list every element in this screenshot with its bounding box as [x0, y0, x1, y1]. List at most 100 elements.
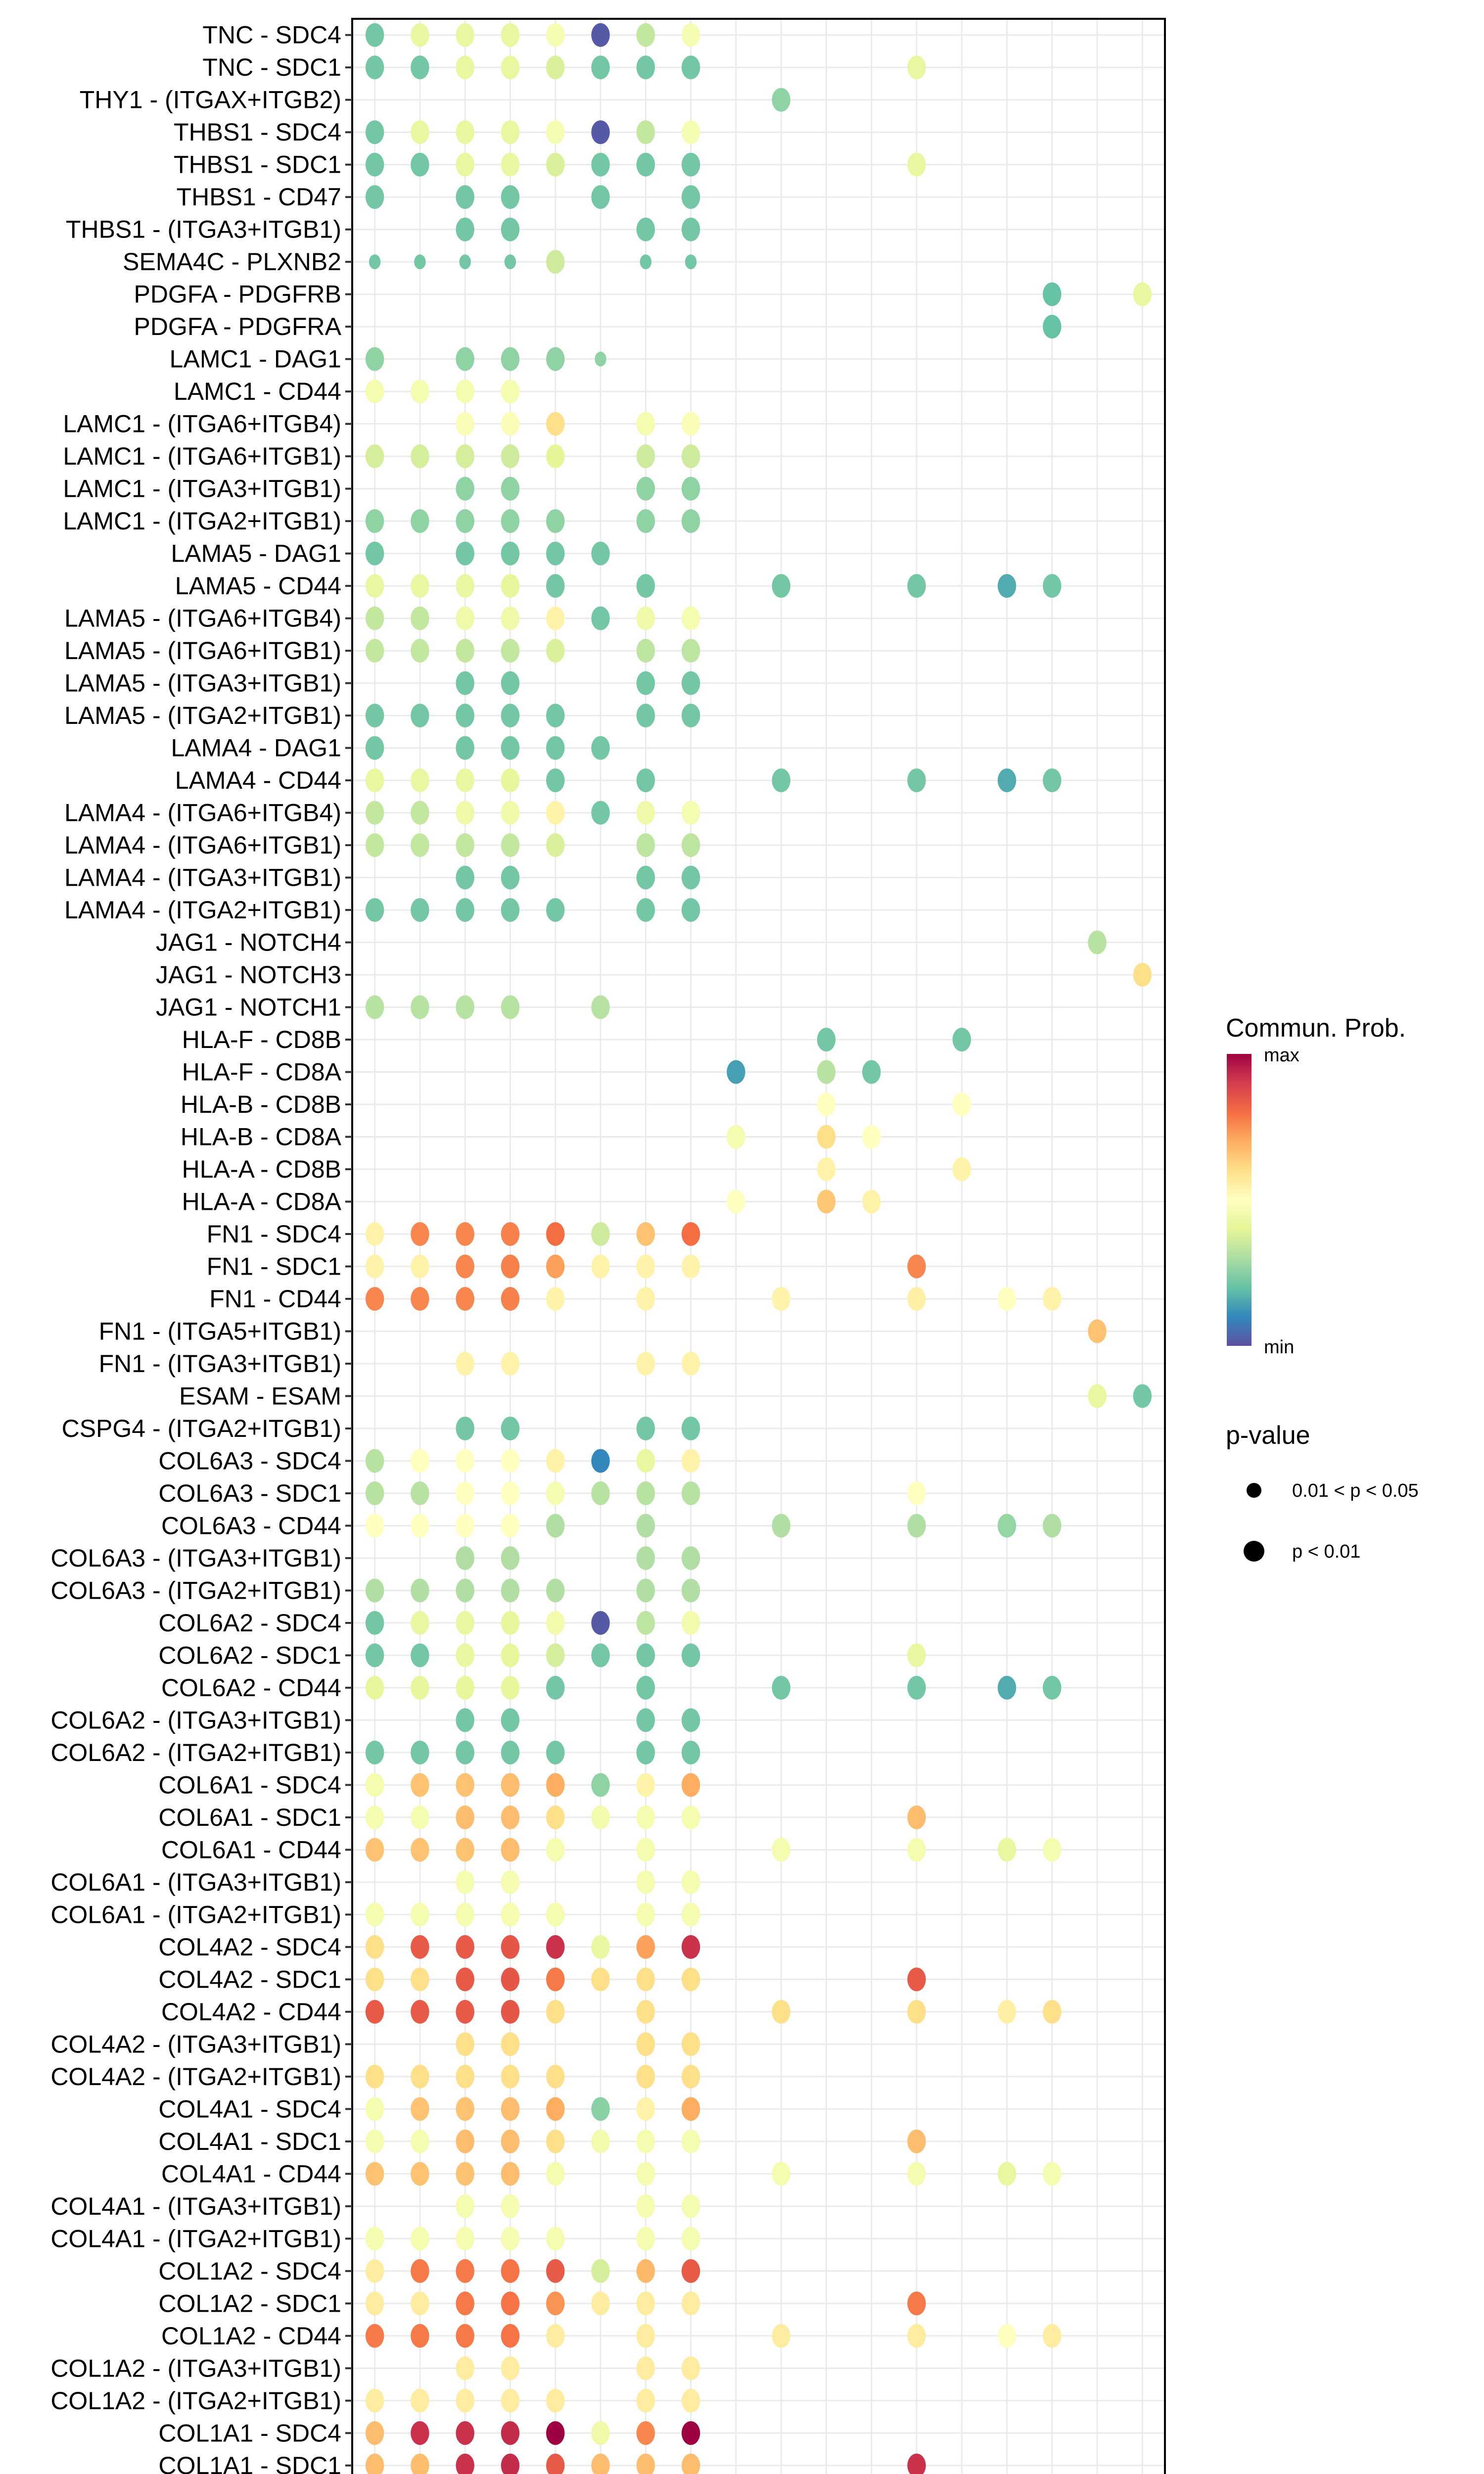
data-point: [365, 736, 384, 760]
y-tick-label: LAMA4 - (ITGA6+ITGB4): [64, 799, 341, 827]
data-point: [681, 833, 700, 857]
data-point: [456, 152, 474, 177]
data-point: [636, 1643, 655, 1667]
data-point: [681, 476, 700, 501]
data-point: [501, 120, 520, 144]
y-tick-label: LAMA4 - DAG1: [171, 734, 341, 762]
data-point: [501, 1903, 520, 1927]
data-point: [411, 1578, 429, 1603]
data-point: [907, 1481, 926, 1505]
data-point: [907, 1254, 926, 1279]
data-point: [907, 2291, 926, 2316]
data-point: [501, 606, 520, 630]
data-point: [411, 1999, 429, 2024]
color-legend: Commun. Prob. max min: [1226, 1014, 1406, 1358]
data-point: [546, 833, 565, 857]
data-point: [636, 671, 655, 695]
y-tick-label: COL4A1 - SDC4: [158, 2095, 341, 2123]
data-point: [997, 574, 1017, 598]
data-point: [411, 2129, 429, 2153]
data-point: [501, 1675, 520, 1700]
data-point: [456, 606, 474, 630]
y-tick-label: ESAM - ESAM: [179, 1382, 341, 1410]
y-tick-label: LAMA5 - DAG1: [171, 540, 341, 568]
y-tick-label: LAMA5 - CD44: [175, 572, 341, 600]
data-point: [591, 2421, 610, 2445]
data-point: [1043, 1675, 1062, 1700]
data-point: [365, 2453, 384, 2474]
data-point: [591, 23, 610, 47]
data-point: [685, 254, 697, 270]
data-point: [456, 2097, 474, 2121]
data-point: [681, 2129, 700, 2153]
data-point: [636, 1838, 655, 1862]
data-point: [365, 23, 384, 47]
data-point: [862, 1189, 881, 1214]
data-point: [456, 2194, 474, 2218]
data-point: [907, 1999, 926, 2024]
data-point: [456, 1740, 474, 1764]
data-point: [501, 1546, 520, 1570]
data-point: [1043, 574, 1062, 598]
y-tick-label: CSPG4 - (ITGA2+ITGB1): [62, 1415, 341, 1442]
data-point: [365, 1578, 384, 1603]
data-point: [501, 1578, 520, 1603]
data-point: [997, 768, 1017, 793]
data-point: [501, 2453, 520, 2474]
data-point: [636, 1870, 655, 1894]
data-point: [636, 1805, 655, 1829]
data-point: [501, 444, 520, 469]
data-point: [681, 412, 700, 436]
data-point: [546, 444, 565, 469]
data-point: [546, 2227, 565, 2251]
data-point: [907, 2129, 926, 2153]
data-point: [772, 1999, 790, 2024]
data-point: [456, 1870, 474, 1894]
data-point: [456, 2227, 474, 2251]
data-point: [501, 2097, 520, 2121]
y-tick-label: HLA-A - CD8A: [182, 1188, 342, 1216]
y-tick-label: LAMA5 - (ITGA3+ITGB1): [64, 669, 341, 697]
data-point: [591, 2291, 610, 2316]
data-point: [365, 380, 384, 404]
data-point: [365, 541, 384, 566]
data-point: [546, 768, 565, 793]
data-point: [501, 1805, 520, 1829]
data-point: [595, 351, 606, 367]
data-point: [636, 865, 655, 890]
y-tick-label: COL6A1 - SDC1: [158, 1804, 341, 1831]
data-point: [681, 1708, 700, 1732]
data-point: [501, 217, 520, 241]
data-point: [501, 865, 520, 890]
data-point: [546, 2064, 565, 2089]
data-point: [411, 1740, 429, 1764]
data-point: [636, 2324, 655, 2348]
data-point: [365, 704, 384, 728]
data-point: [501, 801, 520, 825]
data-point: [591, 1643, 610, 1667]
data-point: [997, 1999, 1017, 2024]
data-point: [591, 1481, 610, 1505]
data-point: [411, 574, 429, 598]
data-point: [681, 2097, 700, 2121]
data-point: [591, 55, 610, 80]
y-tick-label: JAG1 - NOTCH3: [156, 961, 341, 989]
y-tick-label: LAMA4 - (ITGA3+ITGB1): [64, 864, 341, 892]
data-point: [365, 898, 384, 922]
data-point: [636, 2097, 655, 2121]
grid-lines: [352, 19, 1165, 2474]
data-point: [636, 1254, 655, 1279]
data-point: [1133, 1384, 1152, 1408]
y-tick-label: HLA-B - CD8B: [181, 1091, 341, 1118]
data-point: [907, 2324, 926, 2348]
y-tick-label: FN1 - CD44: [209, 1285, 341, 1313]
data-point: [681, 2259, 700, 2283]
data-point: [636, 412, 655, 436]
data-point: [546, 250, 565, 274]
data-point: [681, 898, 700, 922]
data-point: [681, 55, 700, 80]
data-point: [456, 574, 474, 598]
data-point: [727, 1189, 745, 1214]
data-point: [681, 2227, 700, 2251]
data-point: [546, 1838, 565, 1862]
